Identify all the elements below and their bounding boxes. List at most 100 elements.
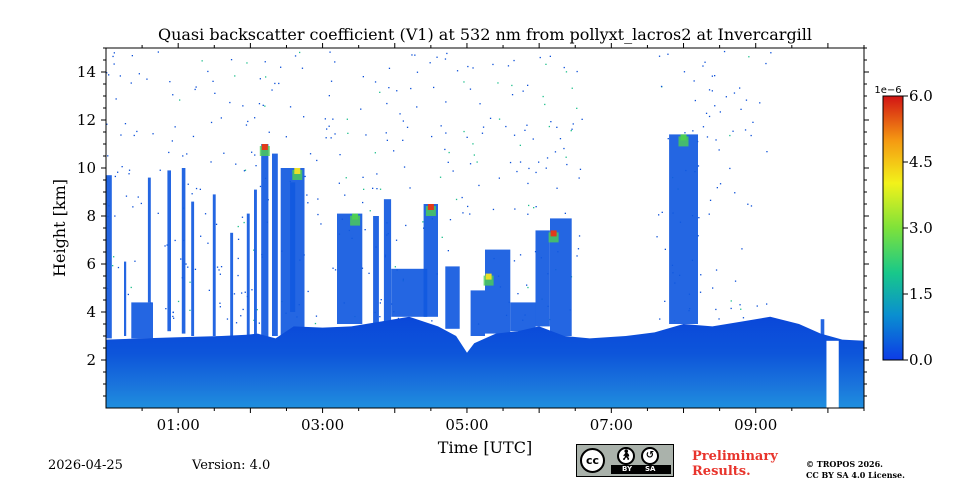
noise-speck (507, 65, 510, 67)
noise-speck (658, 214, 660, 216)
cloud-column (485, 249, 511, 334)
noise-speck (694, 99, 696, 102)
noise-speck (725, 96, 727, 98)
noise-speck (194, 268, 197, 270)
noise-speck (444, 58, 447, 60)
noise-speck (699, 291, 702, 293)
noise-speck (332, 267, 334, 269)
noise-speck (309, 153, 312, 155)
cloud-column (383, 199, 392, 344)
colorbar-ticks: 0.0 1.5 3.0 4.5 6.0 (903, 87, 933, 369)
noise-speck (723, 50, 726, 53)
x-tick-label: 03:00 (301, 416, 344, 434)
noise-speck (455, 198, 458, 201)
noise-speck (535, 171, 537, 174)
noise-speck (268, 131, 270, 133)
noise-speck (237, 257, 239, 260)
noise-speck (730, 300, 732, 302)
noise-speck (711, 90, 713, 92)
noise-speck (770, 52, 772, 54)
noise-speck (128, 169, 131, 171)
noise-speck (164, 245, 166, 247)
noise-speck (157, 51, 159, 53)
noise-speck (328, 125, 330, 127)
noise-speck (711, 75, 713, 77)
noise-speck (516, 170, 518, 173)
cloud-column (445, 266, 460, 329)
noise-speck (130, 82, 132, 84)
noise-speck (344, 194, 346, 196)
noise-speck (578, 235, 581, 237)
noise-speck (422, 221, 424, 223)
noise-speck (661, 211, 663, 213)
noise-speck (463, 81, 465, 83)
share-alike-icon: ↺ (641, 447, 659, 465)
noise-speck (748, 56, 750, 58)
noise-speck (380, 299, 382, 301)
cloud-column (181, 168, 186, 334)
noise-speck (244, 169, 247, 171)
noise-speck (481, 132, 484, 134)
cloud-top-mark (294, 168, 301, 174)
noise-speck (528, 204, 530, 207)
noise-speck (173, 317, 175, 319)
noise-speck (280, 66, 282, 68)
noise-speck (136, 130, 138, 133)
cloud-top-glow (483, 275, 494, 286)
cloud-column (254, 189, 257, 346)
noise-speck (326, 128, 328, 130)
sa-label: SA (645, 465, 656, 473)
cloud-column (510, 302, 536, 332)
by-label: BY (622, 465, 633, 473)
noise-speck (446, 52, 448, 55)
noise-speck (128, 173, 130, 175)
noise-speck (132, 206, 134, 208)
noise-speck (441, 236, 443, 238)
noise-speck (429, 62, 431, 64)
noise-speck (316, 159, 318, 162)
noise-speck (192, 135, 195, 138)
noise-speck (195, 86, 197, 88)
noise-speck (216, 266, 219, 268)
noise-speck (388, 67, 391, 69)
noise-speck (538, 161, 540, 163)
noise-speck (715, 308, 717, 311)
noise-speck (177, 300, 180, 303)
noise-speck (362, 201, 364, 204)
noise-speck (244, 291, 246, 293)
noise-speck (564, 212, 566, 214)
noise-speck (182, 155, 184, 157)
noise-speck (664, 248, 666, 250)
noise-speck (714, 105, 716, 107)
noise-speck (334, 133, 336, 135)
noise-speck (756, 305, 758, 307)
noise-speck (226, 318, 229, 320)
noise-speck (234, 75, 236, 77)
cloud-column (167, 170, 171, 332)
noise-speck (362, 76, 364, 78)
cloud-top-mark (352, 213, 359, 220)
noise-speck (106, 72, 108, 74)
noise-speck (285, 136, 287, 138)
noise-speck (533, 207, 535, 209)
noise-speck (191, 193, 193, 195)
colorbar-tick-label: 1.5 (909, 285, 933, 303)
noise-speck (542, 95, 544, 98)
y-tick-label: 14 (77, 63, 96, 81)
noise-speck (448, 151, 450, 154)
cloud-top-glow (292, 170, 303, 180)
noise-speck (452, 170, 454, 172)
noise-speck (113, 256, 115, 258)
noise-speck (289, 106, 292, 108)
noise-speck (406, 126, 409, 128)
noise-speck (210, 121, 213, 124)
noise-speck (235, 322, 238, 324)
cloud-column (373, 216, 379, 327)
noise-speck (204, 213, 207, 215)
colorbar-tick-label: 4.5 (909, 153, 933, 171)
noise-speck (194, 88, 196, 91)
noise-speck (278, 82, 280, 85)
cloud-column (261, 144, 269, 346)
noise-speck (414, 54, 416, 56)
noise-speck (566, 163, 568, 166)
